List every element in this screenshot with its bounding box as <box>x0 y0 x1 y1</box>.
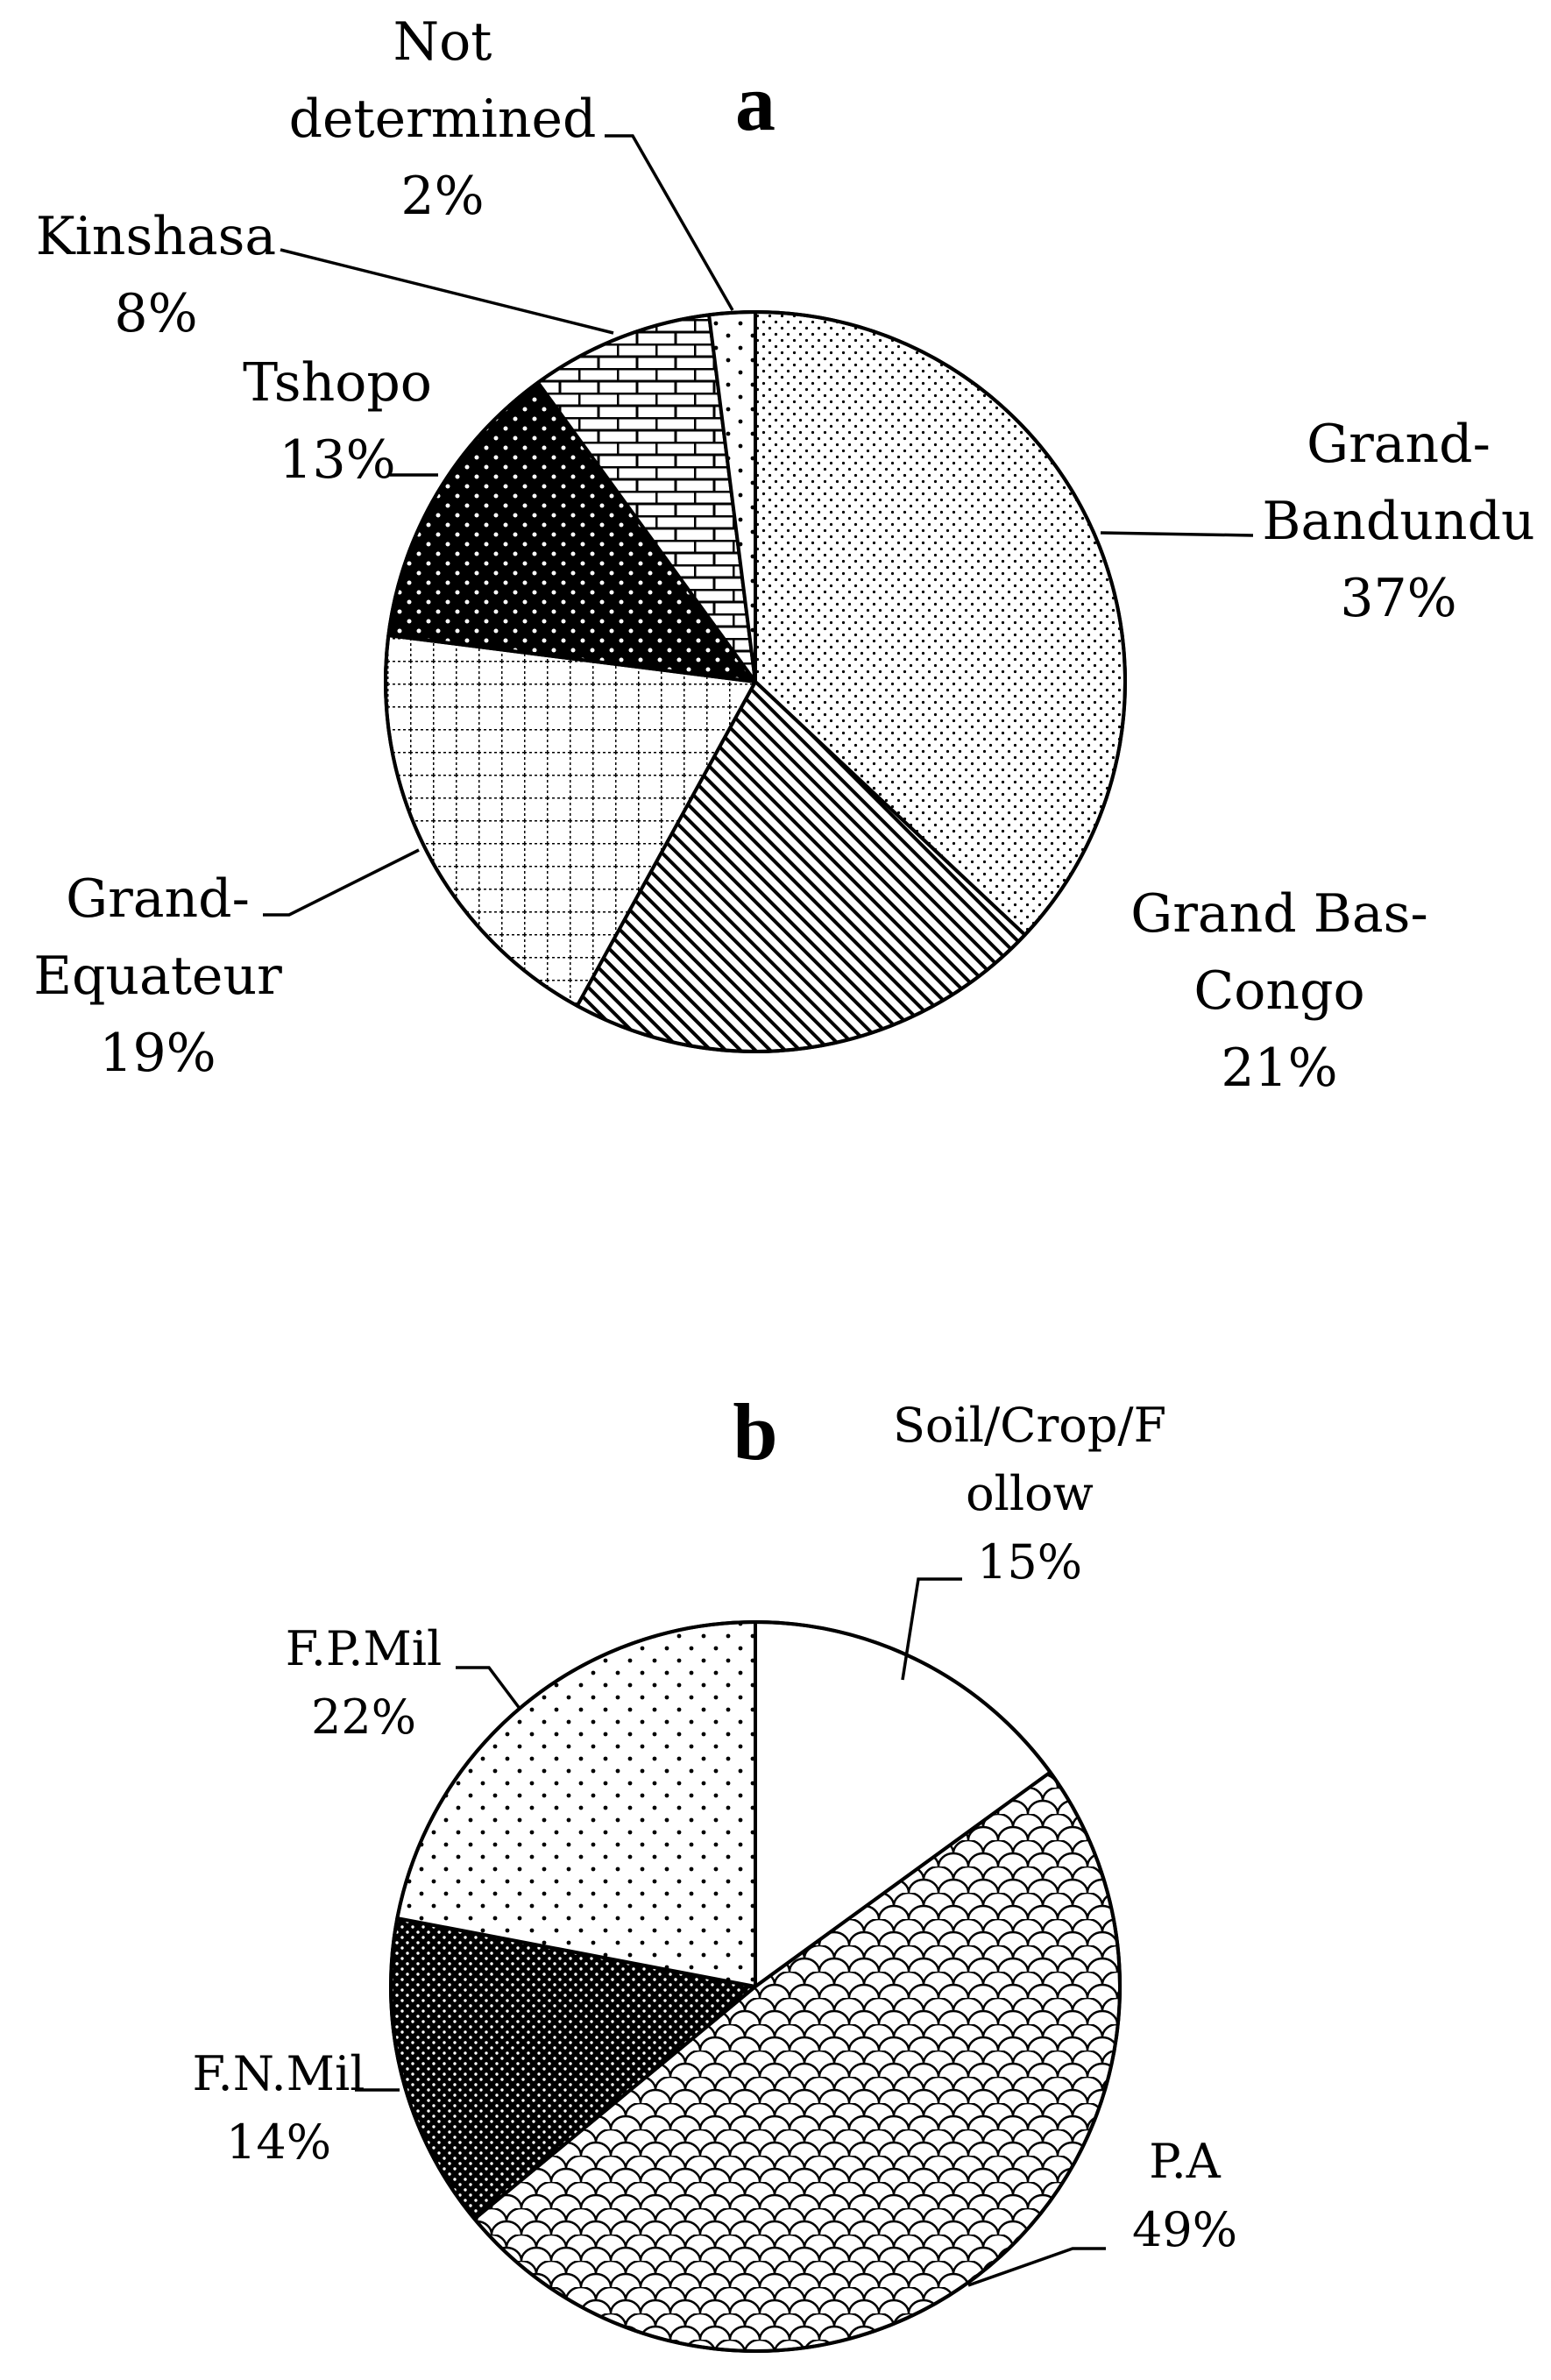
slice-label-p-a: P.A 49% <box>1132 2134 1237 2257</box>
leader-line-soil-crop-follow <box>901 1577 962 1681</box>
pie-chart-a <box>384 310 1127 1053</box>
leader-line-kinshasa <box>280 248 614 335</box>
pie-chart-b-labels: Soil/Crop/F ollow 15% P.A 49% F.N.Mil 14% F.P.M… <box>192 1398 1237 2287</box>
panel-label-a: a <box>735 58 776 147</box>
pie-outline <box>389 1620 1122 2353</box>
slice-label-grand-bas-congo: Grand Bas-Congo 21% <box>1130 883 1427 1099</box>
slice-label-grand-bandundu: Grand-Bandundu 37% <box>1262 414 1534 629</box>
pie-chart-a-labels: Grand-Bandundu 37% Grand Bas-Congo 21% Grand… <box>33 11 1534 1099</box>
slice-label-kinshasa: Kinshasa 8% <box>36 206 276 344</box>
leader-line-grand-equateur <box>263 848 420 917</box>
leader-line-not-determined <box>605 134 734 311</box>
pie-chart-b <box>389 1620 1122 2353</box>
slice-label-soil-crop-follow: Soil/Crop/F ollow 15% <box>893 1398 1166 1590</box>
pie-outline <box>384 310 1127 1053</box>
leader-line-f-p-mil <box>456 1666 522 1711</box>
slice-label-not-determined: Not determined 2% <box>289 11 597 227</box>
leader-line-grand-bandundu <box>1100 531 1254 537</box>
slice-label-f-p-mil: F.P.Mil 22% <box>286 1621 443 1745</box>
slice-label-grand-equateur: Grand-Equateur 19% <box>33 868 282 1084</box>
panel-label-b: b <box>733 1387 777 1477</box>
slice-label-tshopo: Tshopo 13% <box>243 352 432 491</box>
leader-line-p-a <box>967 2247 1106 2287</box>
slice-label-f-n-mil: F.N.Mil 14% <box>192 2046 365 2170</box>
